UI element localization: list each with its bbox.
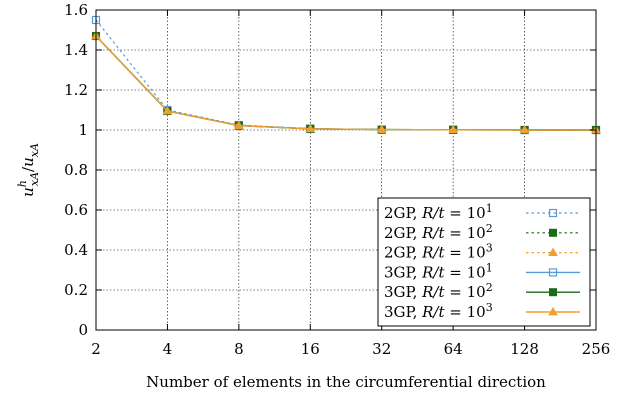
- legend-scheme: 2GP,: [384, 244, 422, 262]
- series-layer: [91, 15, 601, 135]
- y-tick-label: 0.8: [64, 161, 88, 179]
- legend-box: [377, 197, 591, 327]
- y-tick-label: 1: [78, 121, 88, 139]
- ylabel-den-base: u: [19, 157, 37, 167]
- marker-square-filled: [549, 288, 557, 297]
- marker-triangle-filled: [548, 247, 558, 256]
- legend-exp: 1: [486, 261, 493, 274]
- marker-triangle-filled: [233, 120, 244, 129]
- legend-scheme: 2GP,: [384, 204, 422, 222]
- y-tick-label: 0: [78, 321, 88, 339]
- legend-label: 2GP, R/t = 103: [384, 242, 493, 262]
- legend-exp: 1: [486, 202, 493, 215]
- legend-label: 3GP, R/t = 101: [384, 261, 493, 281]
- legend-eq: = 10: [445, 224, 486, 242]
- y-axis-label-text: uhxA/uxA: [16, 143, 41, 197]
- y-tick-label: 1.4: [64, 41, 88, 59]
- marker-triangle-filled: [162, 106, 173, 115]
- series-2: [92, 32, 600, 134]
- legend-label: 2GP, R/t = 101: [384, 202, 493, 222]
- legend-ratio: R/t: [421, 283, 445, 301]
- y-axis-label: uhxA/uxA: [16, 143, 41, 197]
- marker-square-open: [548, 268, 558, 277]
- series-4: [91, 31, 601, 135]
- legend-exp: 3: [486, 242, 493, 255]
- y-tick-label: 0.6: [64, 201, 88, 219]
- marker-square-open: [548, 208, 558, 218]
- x-axis-label: Number of elements in the circumferentia…: [146, 373, 546, 391]
- series-1: [91, 15, 601, 135]
- marker-triangle-filled: [548, 307, 558, 316]
- x-tick-label: 32: [372, 340, 391, 358]
- x-tick-label: 16: [301, 340, 320, 358]
- legend-scheme: 3GP,: [384, 283, 422, 301]
- x-tick-label: 64: [444, 340, 463, 358]
- ticks: 00.20.40.60.811.21.41.62 4 8 16 32 64 128 256: [64, 1, 610, 358]
- series-line: [95, 35, 596, 131]
- legend-exp: 2: [486, 222, 493, 235]
- legend-eq: = 10: [445, 263, 486, 281]
- legend-eq: = 10: [445, 283, 486, 301]
- legend-scheme: 2GP,: [384, 224, 422, 242]
- legend-ratio: R/t: [421, 204, 445, 222]
- marker-square-filled: [549, 228, 557, 237]
- x-tick-label: 8: [234, 340, 244, 358]
- y-tick-label: 0.4: [64, 241, 88, 259]
- legend-ratio: R/t: [421, 244, 445, 262]
- ylabel-sup: h: [16, 180, 29, 187]
- legend-ratio: R/t: [421, 224, 445, 242]
- series-line: [95, 19, 596, 131]
- legend-exp: 3: [486, 301, 493, 314]
- y-tick-label: 1.6: [64, 1, 88, 19]
- legend-eq: = 10: [445, 204, 486, 222]
- legend-scheme: 3GP,: [384, 303, 422, 321]
- marker-triangle-filled: [519, 125, 530, 134]
- legend-ratio: R/t: [421, 303, 445, 321]
- x-tick-label: 2: [91, 340, 101, 358]
- series-6: [91, 31, 601, 134]
- legend-eq: = 10: [445, 303, 486, 321]
- ylabel-base: u: [19, 187, 37, 197]
- marker-triangle-filled: [448, 124, 459, 134]
- legend-label: 3GP, R/t = 103: [384, 301, 493, 321]
- x-tick-label: 256: [582, 340, 611, 358]
- legend-ratio: R/t: [421, 263, 445, 281]
- legend-exp: 2: [486, 281, 493, 294]
- legend-label: 2GP, R/t = 102: [384, 222, 493, 242]
- legend-label: 3GP, R/t = 102: [384, 281, 493, 301]
- legend-scheme: 3GP,: [384, 263, 422, 281]
- marker-triangle-filled: [376, 124, 387, 133]
- ylabel-sub: xA: [28, 172, 41, 186]
- legend-eq: = 10: [445, 244, 486, 262]
- y-tick-label: 0.2: [64, 281, 88, 299]
- marker-triangle-filled: [305, 123, 316, 133]
- series-5: [92, 32, 600, 134]
- y-tick-label: 1.2: [64, 81, 88, 99]
- ylabel-den-sub: xA: [28, 143, 41, 157]
- x-tick-label: 4: [163, 340, 173, 358]
- series-3: [91, 31, 601, 134]
- x-tick-label: 128: [510, 340, 539, 358]
- ylabel-slash: /: [19, 166, 37, 172]
